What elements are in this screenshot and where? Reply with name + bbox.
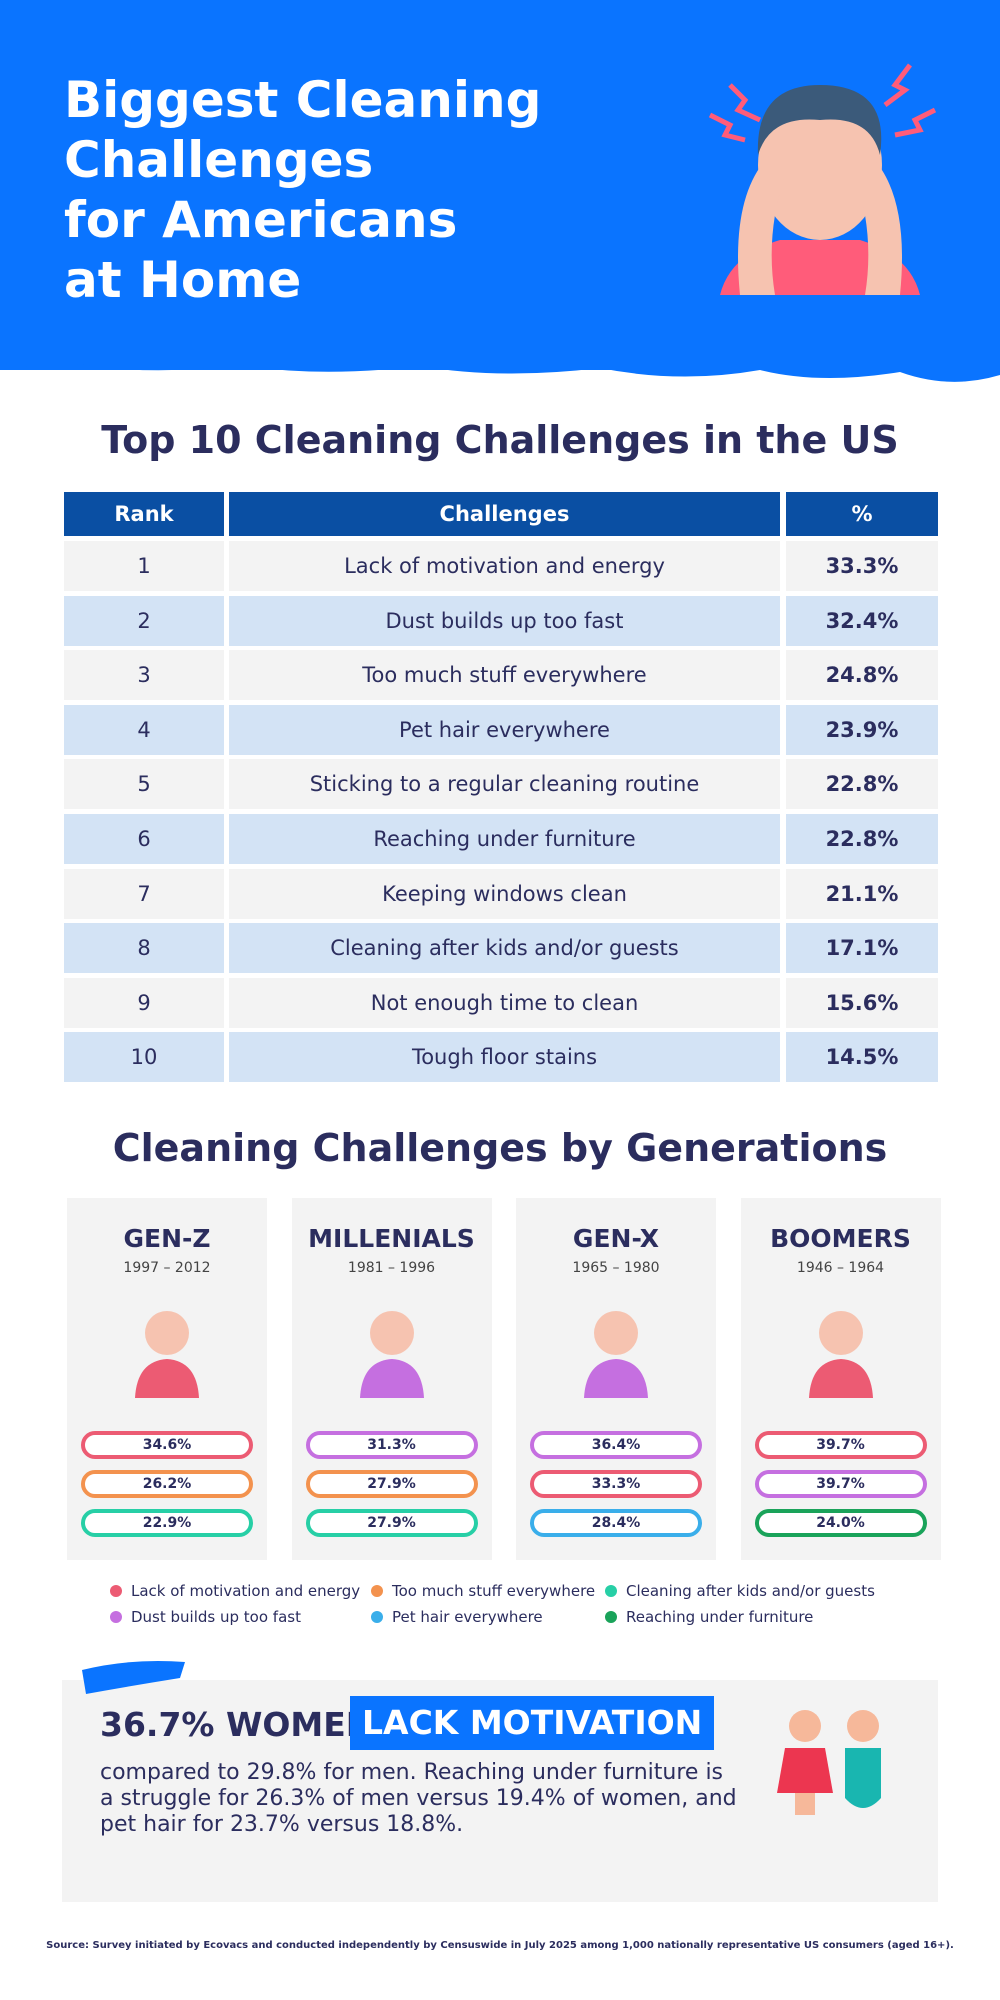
value-pill: 39.7% bbox=[754, 1431, 927, 1459]
source-note: Source: Survey initiated by Ecovacs and … bbox=[46, 1940, 954, 1951]
generations-title: Cleaning Challenges by Generations bbox=[112, 1126, 888, 1170]
column-header: Challenges bbox=[229, 492, 780, 536]
callout-highlight: LACK MOTIVATION bbox=[350, 1696, 715, 1750]
value-pill: 22.9% bbox=[81, 1509, 253, 1537]
column-header: Rank bbox=[64, 492, 224, 536]
percent-cell: 33.3% bbox=[786, 541, 938, 591]
generation-years: 1981 – 1996 bbox=[347, 1260, 436, 1276]
challenge-cell: Dust builds up too fast bbox=[229, 595, 780, 646]
generation-years: 1946 – 1964 bbox=[796, 1260, 885, 1276]
column-header: % bbox=[786, 492, 938, 536]
legend-label: Pet hair everywhere bbox=[392, 1608, 543, 1626]
rank-cell: 9 bbox=[64, 977, 224, 1028]
title-line: Biggest Cleaning bbox=[64, 71, 542, 129]
legend-item: Reaching under furniture bbox=[605, 1608, 813, 1626]
challenge-cell: Too much stuff everywhere bbox=[229, 650, 780, 701]
legend-label: Lack of motivation and energy bbox=[131, 1582, 361, 1600]
rank-cell: 4 bbox=[64, 704, 224, 755]
percent-cell: 14.5% bbox=[786, 1032, 938, 1083]
generation-card: GEN-X 1965 – 1980 36.4% 33.3% 28.4% bbox=[516, 1198, 716, 1560]
table-title: Top 10 Cleaning Challenges in the US bbox=[101, 418, 899, 462]
legend-label: Cleaning after kids and/or guests bbox=[626, 1582, 875, 1600]
value-pill: 33.3% bbox=[530, 1470, 702, 1498]
value-pill: 34.6% bbox=[81, 1431, 253, 1459]
percent-cell: 23.9% bbox=[786, 704, 938, 755]
percent-cell: 21.1% bbox=[786, 868, 938, 919]
legend-swatch bbox=[605, 1585, 617, 1597]
challenge-cell: Cleaning after kids and/or guests bbox=[229, 923, 780, 974]
percent-cell: 15.6% bbox=[786, 977, 938, 1028]
challenge-cell: Pet hair everywhere bbox=[229, 704, 780, 755]
brush-accent bbox=[82, 1661, 185, 1694]
legend-swatch bbox=[371, 1585, 383, 1597]
challenge-cell: Sticking to a regular cleaning routine bbox=[229, 759, 780, 810]
legend-swatch bbox=[110, 1611, 122, 1623]
generation-name: MILLENIALS bbox=[308, 1224, 475, 1253]
legend-item: Pet hair everywhere bbox=[371, 1608, 543, 1626]
value-pill: 27.9% bbox=[305, 1509, 478, 1537]
value-pill: 26.2% bbox=[81, 1470, 253, 1498]
challenge-cell: Tough floor stains bbox=[229, 1032, 780, 1083]
percent-cell: 32.4% bbox=[786, 595, 938, 646]
value-pill: 28.4% bbox=[530, 1509, 702, 1537]
value-pill: 31.3% bbox=[305, 1431, 478, 1459]
percent-cell: 22.8% bbox=[786, 759, 938, 810]
rank-cell: 8 bbox=[64, 923, 224, 974]
legend-item: Lack of motivation and energy bbox=[110, 1582, 360, 1600]
legend-item: Cleaning after kids and/or guests bbox=[605, 1582, 875, 1600]
rank-cell: 10 bbox=[64, 1032, 224, 1083]
generation-years: 1965 – 1980 bbox=[572, 1260, 660, 1276]
rank-cell: 3 bbox=[64, 650, 224, 701]
challenge-cell: Keeping windows clean bbox=[229, 868, 780, 919]
generation-icon bbox=[801, 1303, 881, 1398]
value-pill: 39.7% bbox=[754, 1470, 927, 1498]
title-line: at Home bbox=[64, 251, 302, 309]
generation-card: BOOMERS 1946 – 1964 39.7% 39.7% 24.0% bbox=[740, 1198, 941, 1560]
legend-item: Dust builds up too fast bbox=[110, 1608, 301, 1626]
callout-headline: 36.7% WOMEN bbox=[100, 1705, 374, 1744]
rank-cell: 6 bbox=[64, 814, 224, 864]
value-pill: 24.0% bbox=[754, 1509, 927, 1537]
legend-swatch bbox=[110, 1585, 122, 1597]
challenge-cell: Lack of motivation and energy bbox=[229, 541, 780, 591]
legend-label: Reaching under furniture bbox=[626, 1608, 814, 1626]
legend-label: Too much stuff everywhere bbox=[392, 1582, 596, 1600]
legend-label: Dust builds up too fast bbox=[131, 1608, 301, 1626]
generation-card: GEN-Z 1997 – 2012 34.6% 26.2% 22.9% bbox=[67, 1198, 267, 1560]
challenge-cell: Not enough time to clean bbox=[229, 977, 780, 1028]
legend-item: Too much stuff everywhere bbox=[371, 1582, 595, 1600]
rank-cell: 2 bbox=[64, 595, 224, 646]
percent-cell: 17.1% bbox=[786, 923, 938, 974]
legend-swatch bbox=[605, 1611, 617, 1623]
legend-swatch bbox=[371, 1611, 383, 1623]
percent-cell: 22.8% bbox=[786, 814, 938, 864]
rank-cell: 5 bbox=[64, 759, 224, 810]
rank-cell: 1 bbox=[64, 541, 224, 591]
generation-name: GEN-Z bbox=[123, 1224, 211, 1253]
generation-name: BOOMERS bbox=[770, 1224, 911, 1253]
generation-years: 1997 – 2012 bbox=[123, 1260, 211, 1276]
brush-edge bbox=[0, 350, 1000, 382]
value-pill: 27.9% bbox=[305, 1470, 478, 1498]
value-pill: 36.4% bbox=[530, 1431, 702, 1459]
percent-cell: 24.8% bbox=[786, 650, 938, 701]
generation-icon bbox=[352, 1303, 432, 1398]
callout-body: compared to 29.8% for men. Reaching unde… bbox=[100, 1760, 737, 1837]
title-line: for Americans bbox=[64, 191, 458, 249]
generation-icon bbox=[127, 1303, 207, 1398]
challenge-cell: Reaching under furniture bbox=[229, 814, 780, 864]
man-woman-icon bbox=[777, 1710, 881, 1815]
generation-icon bbox=[576, 1303, 656, 1398]
title-line: Challenges bbox=[64, 131, 374, 189]
stressed-person-icon bbox=[708, 63, 937, 295]
generation-card: MILLENIALS 1981 – 1996 31.3% 27.9% 27.9% bbox=[291, 1198, 492, 1560]
rank-cell: 7 bbox=[64, 868, 224, 919]
generation-name: GEN-X bbox=[572, 1224, 660, 1253]
